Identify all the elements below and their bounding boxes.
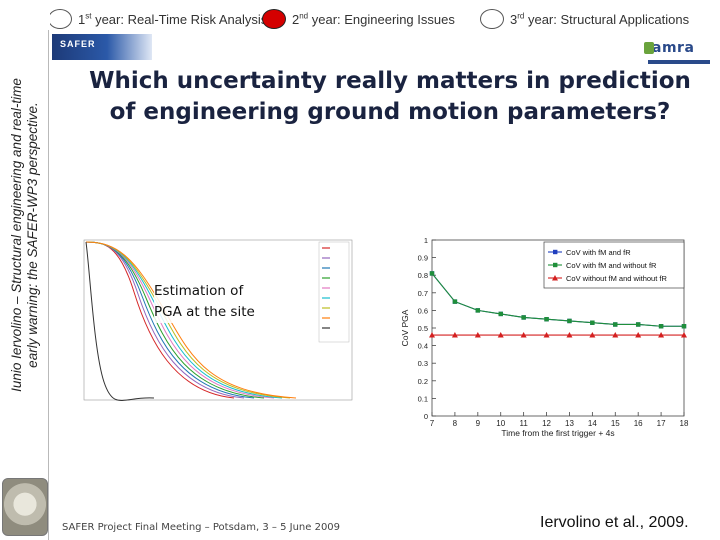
data-point xyxy=(635,322,641,327)
y-tick-label: 0.5 xyxy=(418,324,428,333)
data-point xyxy=(543,332,550,338)
data-point xyxy=(658,332,665,338)
data-point xyxy=(681,324,687,329)
data-point xyxy=(567,318,572,324)
data-point xyxy=(681,332,687,338)
strip-divider xyxy=(48,30,49,540)
year-2-label: 2nd year: Engineering Issues xyxy=(292,11,455,27)
y-tick-label: 0.2 xyxy=(418,377,428,386)
x-tick-label: 14 xyxy=(588,419,597,428)
cov-pga-chart: 0 0.1 0.2 0.3 0.4 0.5 0.6 0.7 0.8 0.9 1 7 8 9 10 11 12 13… xyxy=(396,226,696,440)
legend-box xyxy=(543,241,685,289)
x-tick-label: 17 xyxy=(657,419,666,428)
year-2-bubble-icon xyxy=(262,9,286,29)
slide-title-line1: Which uncertainty really matters in pred… xyxy=(89,68,691,94)
footer-text: SAFER Project Final Meeting – Potsdam, 3… xyxy=(62,522,341,533)
legend-marker xyxy=(552,275,558,281)
y-tick-label: 0.1 xyxy=(418,394,428,403)
data-point xyxy=(658,324,664,329)
data-point xyxy=(474,332,481,338)
y-tick-label: 0.3 xyxy=(418,359,428,368)
data-point xyxy=(452,299,458,304)
year-3-bubble-icon xyxy=(480,9,504,29)
year-1-tab[interactable]: 1st year: Real-Time Risk Analysis xyxy=(48,9,268,29)
data-point xyxy=(566,332,573,338)
data-point xyxy=(475,308,481,313)
data-point xyxy=(589,332,596,338)
year-1-bubble-icon xyxy=(48,9,72,29)
legend-entry: CoV with fM and without fR xyxy=(566,261,657,270)
data-point xyxy=(429,332,435,338)
side-title-line2: early warning: the SAFER-WP3 perspective… xyxy=(25,102,40,368)
y-tick-label: 0.4 xyxy=(418,342,428,351)
data-point xyxy=(590,320,595,325)
legend-marker xyxy=(553,249,558,255)
data-point xyxy=(520,332,527,338)
x-tick-label: 16 xyxy=(634,419,643,428)
pga-note: Estimation of PGA at the site xyxy=(154,281,255,323)
year-3-tab[interactable]: 3rd year: Structural Applications xyxy=(480,9,690,29)
safer-logo-text: SAFER xyxy=(60,39,96,49)
data-point xyxy=(498,311,503,317)
y-tick-label: 0.8 xyxy=(418,271,428,280)
data-point xyxy=(429,271,435,276)
x-axis-label: Time from the first trigger + 4s xyxy=(501,428,614,438)
side-title-line1: Iunio Iervolino – Structural engineering… xyxy=(9,78,24,392)
data-point xyxy=(521,315,526,320)
safer-logo: SAFER xyxy=(52,34,152,60)
year-navigation: 1st year: Real-Time Risk Analysis 2nd ye… xyxy=(0,0,720,34)
legend-entry: CoV without fM and without fR xyxy=(566,274,667,283)
pga-note-line1: Estimation of xyxy=(154,283,244,299)
x-tick-label: 18 xyxy=(680,419,689,428)
y-axis-label: CoV PGA xyxy=(400,309,410,346)
side-title: Iunio Iervolino – Structural engineering… xyxy=(9,25,41,445)
year-1-label: 1st year: Real-Time Risk Analysis xyxy=(78,11,268,27)
cov-pga-svg: 00.10.20.30.40.50.60.70.80.917 8 9 10 11 12 13… xyxy=(400,236,689,438)
slide-title-line2: of engineering ground motion parameters? xyxy=(109,99,671,125)
y-tick-label: 0 xyxy=(424,412,428,421)
side-strip: Iunio Iervolino – Structural engineering… xyxy=(0,0,50,540)
y-tick-label: 0.6 xyxy=(418,306,428,315)
amra-logo-bar xyxy=(648,60,710,64)
x-tick-label: 13 xyxy=(565,419,574,428)
y-tick-label: 0.9 xyxy=(418,254,428,263)
data-point xyxy=(613,322,618,327)
x-tick-label: 11 xyxy=(519,419,528,428)
university-seal-icon xyxy=(2,478,48,536)
amra-logo: amra xyxy=(644,40,712,58)
year-2-tab[interactable]: 2nd year: Engineering Issues xyxy=(262,9,455,29)
y-tick-label: 1 xyxy=(424,236,428,245)
data-point xyxy=(544,317,549,322)
legend-entry: CoV with fM and fR xyxy=(566,248,631,257)
x-tick-label: 12 xyxy=(542,419,551,428)
y-tick-label: 0.7 xyxy=(418,289,428,298)
x-tick-label: 7 xyxy=(430,419,435,428)
citation: Iervolino et al., 2009. xyxy=(540,514,689,531)
year-3-label: 3rd year: Structural Applications xyxy=(510,11,690,27)
data-point xyxy=(612,332,619,338)
data-point xyxy=(451,332,458,338)
legend-marker xyxy=(553,262,558,268)
data-point xyxy=(635,332,642,338)
x-tick-label: 9 xyxy=(476,419,481,428)
data-point xyxy=(497,332,504,338)
slide-title: Which uncertainty really matters in pred… xyxy=(70,66,710,128)
pga-note-line2: PGA at the site xyxy=(154,304,255,320)
x-tick-label: 8 xyxy=(453,419,458,428)
series-line xyxy=(431,273,684,327)
x-tick-label: 15 xyxy=(611,419,620,428)
x-tick-label: 10 xyxy=(496,419,505,428)
